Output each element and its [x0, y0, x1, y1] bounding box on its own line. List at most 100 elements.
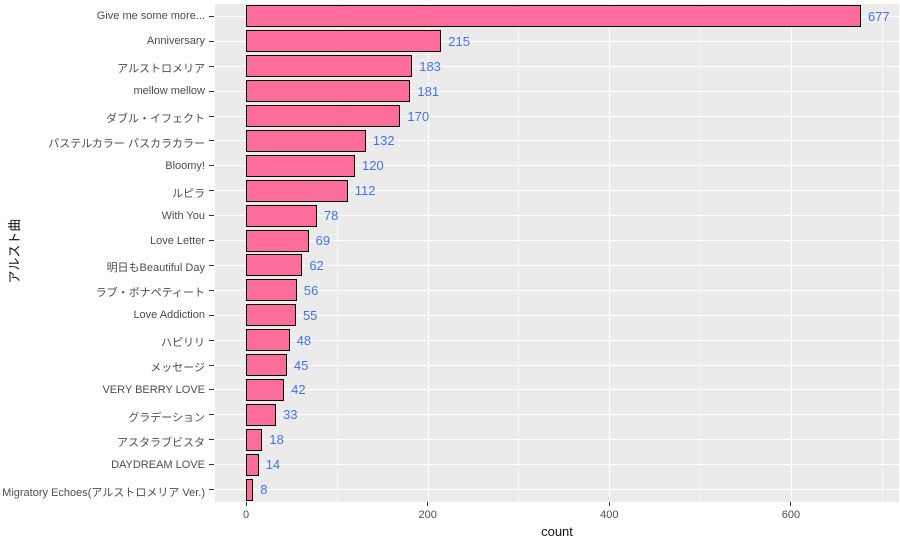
bar — [246, 154, 355, 177]
bar-value-label: 132 — [372, 133, 395, 149]
y-axis-tick — [209, 264, 214, 266]
category-label: Anniversary — [146, 35, 205, 48]
category-label: パステルカラー パスカラカラー — [48, 137, 205, 150]
category-label: ラブ・ボナペティート — [95, 287, 205, 300]
y-axis-tick — [209, 140, 214, 142]
bar — [246, 304, 296, 327]
h-gridline — [215, 115, 899, 117]
category-label: Love Letter — [149, 234, 205, 247]
category-label: ハピリリ — [161, 337, 205, 350]
bar — [246, 453, 259, 476]
bar-value-label: 215 — [448, 33, 470, 49]
bar-value-label: 677 — [867, 8, 890, 24]
h-gridline — [215, 489, 899, 491]
y-axis-tick — [209, 464, 214, 466]
h-gridline — [215, 314, 899, 316]
category-label: メッセージ — [150, 362, 205, 375]
h-gridline — [215, 389, 899, 391]
category-label: アルストロメリア — [117, 63, 205, 76]
gridline-major — [790, 4, 792, 502]
h-gridline — [215, 90, 899, 92]
x-axis-tick-label: 0 — [242, 509, 250, 521]
y-axis-tick — [209, 489, 214, 491]
y-axis-tick — [209, 364, 214, 366]
gridline-major — [609, 4, 611, 502]
y-axis-tick — [209, 289, 214, 291]
h-gridline — [215, 165, 899, 167]
category-label: Give me some more... — [96, 10, 205, 23]
bar — [246, 5, 861, 28]
bar — [246, 179, 348, 202]
y-axis-title: アルスト曲 — [7, 218, 22, 284]
bar — [246, 55, 413, 78]
category-label: 明日もBeautiful Day — [106, 262, 205, 275]
bar-value-label: 62 — [309, 257, 324, 273]
bar-value-label: 45 — [293, 357, 309, 373]
bar — [246, 204, 317, 227]
h-gridline — [215, 264, 899, 266]
y-axis-tick — [209, 40, 214, 42]
bar-value-label: 170 — [407, 108, 430, 124]
bar — [246, 30, 442, 53]
gridline-major — [427, 4, 429, 502]
h-gridline — [215, 65, 899, 67]
y-axis-tick — [209, 414, 214, 416]
x-axis-tick-label: 600 — [781, 509, 801, 521]
category-label: Bloomy! — [165, 159, 205, 172]
y-axis-tick — [209, 215, 214, 217]
x-axis-tick-label: 200 — [418, 509, 437, 521]
y-axis-tick — [209, 389, 214, 391]
h-gridline — [215, 339, 899, 341]
y-axis-tick — [209, 190, 214, 192]
h-gridline — [215, 190, 899, 192]
bar — [246, 105, 401, 128]
bar — [246, 254, 303, 277]
bar-value-label: 8 — [260, 482, 268, 498]
bar-value-label: 56 — [303, 282, 319, 298]
x-axis-tick-label: 400 — [600, 509, 619, 521]
bar — [246, 428, 263, 451]
bar — [246, 329, 290, 352]
bar-value-label: 48 — [296, 332, 312, 348]
category-label: mellow mellow — [133, 85, 205, 98]
x-axis-tick — [790, 502, 792, 506]
y-axis-tick — [209, 240, 214, 242]
h-gridline — [215, 414, 899, 416]
category-label: ダブル・イフェクト — [106, 113, 205, 126]
y-axis-tick — [209, 314, 214, 316]
x-axis-tick — [245, 502, 247, 506]
y-axis-tick — [209, 339, 214, 341]
bar — [246, 229, 309, 252]
bar-value-label: 78 — [323, 208, 339, 224]
h-gridline — [215, 464, 899, 466]
bar — [246, 129, 366, 152]
bar — [246, 378, 285, 401]
y-axis-tick — [209, 90, 214, 92]
bar — [246, 80, 411, 103]
bar-value-label: 181 — [417, 83, 440, 99]
gridline-minor — [518, 4, 520, 502]
h-gridline — [215, 364, 899, 366]
category-label: VERY BERRY LOVE — [102, 383, 205, 396]
category-label: DAYDREAM LOVE — [111, 458, 205, 471]
bar-value-label: 18 — [269, 432, 284, 448]
x-axis-title: count — [541, 524, 573, 539]
category-label: Love Addiction — [133, 309, 205, 322]
bar — [246, 354, 287, 377]
gridline-minor — [700, 4, 702, 502]
bar-value-label: 33 — [282, 407, 298, 423]
bar — [246, 478, 254, 501]
category-label: Migratory Echoes(アルストロメリア Ver.) — [2, 486, 205, 499]
h-gridline — [215, 439, 899, 441]
y-axis-tick — [209, 165, 214, 167]
category-label: アスタラブビスタ — [117, 436, 205, 449]
bar — [246, 403, 276, 426]
h-gridline — [215, 140, 899, 142]
bar-value-label: 112 — [354, 183, 376, 199]
h-gridline — [215, 215, 899, 217]
x-axis-tick — [427, 502, 429, 506]
gridline-minor — [336, 4, 338, 502]
h-gridline — [215, 240, 899, 242]
y-axis-tick — [209, 115, 214, 117]
